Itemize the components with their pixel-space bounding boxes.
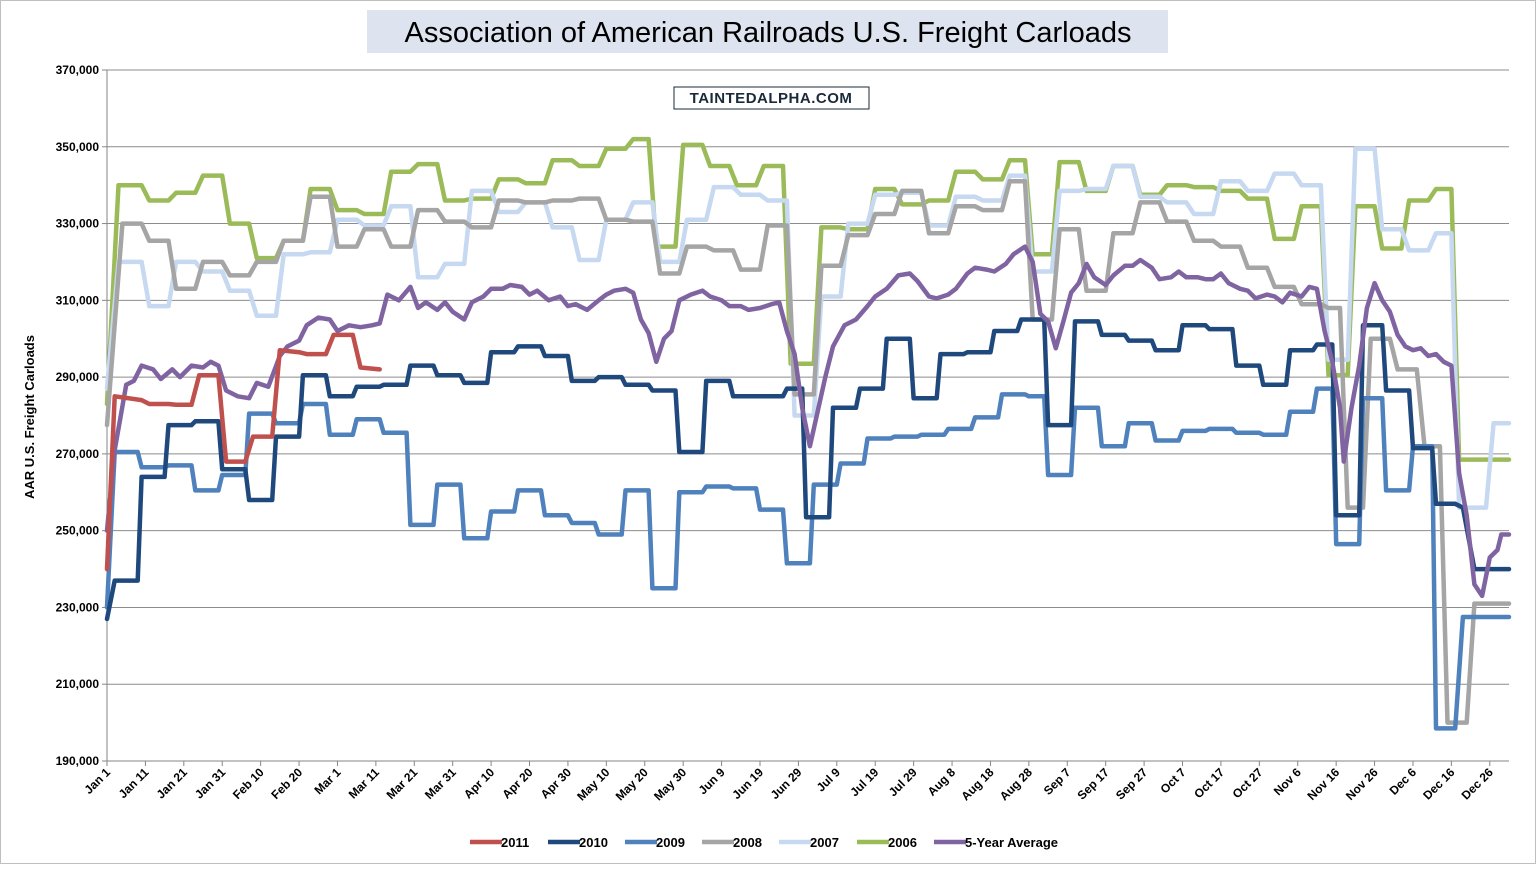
y-tick-label: 210,000 <box>56 677 100 691</box>
y-axis-tick-labels: 190,000 210,000 230,000 250,000 270,000 290,0… <box>56 63 100 768</box>
series-lines <box>104 136 1512 731</box>
y-tick-label: 230,000 <box>56 600 100 614</box>
y-tick-label: 350,000 <box>56 140 100 154</box>
series-line-2008 <box>104 179 1512 725</box>
y-axis-title: AAR U.S. Freight Carloads <box>22 335 37 499</box>
legend-label: 2008 <box>733 835 762 850</box>
y-tick-label: 290,000 <box>56 370 100 384</box>
series-line-2010 <box>104 317 1512 622</box>
series-line-2009 <box>104 386 1512 731</box>
title-background <box>367 10 1168 53</box>
y-tick-label: 190,000 <box>56 754 100 768</box>
y-tick-label: 310,000 <box>56 293 100 307</box>
legend-label: 5-Year Average <box>965 835 1058 850</box>
series-line-2007 <box>104 146 1512 510</box>
chart-title: Association of American Railroads U.S. F… <box>405 17 1132 49</box>
legend-label: 2009 <box>656 835 685 850</box>
watermark-box <box>673 86 870 110</box>
watermark-text: TAINTEDALPHA.COM <box>690 90 853 107</box>
y-tick-label: 270,000 <box>56 447 100 461</box>
series-line-2011 <box>104 332 382 572</box>
legend-label: 2010 <box>579 835 608 850</box>
series-line-5-year-average <box>104 244 1512 599</box>
legend-label: 2006 <box>888 835 917 850</box>
y-tick-label: 330,000 <box>56 217 100 231</box>
legend: 2011 2010 2009 2008 2007 2006 5-Year Average <box>470 835 1058 850</box>
y-tick-label: 370,000 <box>56 63 100 77</box>
y-tick-label: 250,000 <box>56 524 100 538</box>
legend-label: 2011 <box>501 835 529 850</box>
legend-label: 2007 <box>810 835 839 850</box>
